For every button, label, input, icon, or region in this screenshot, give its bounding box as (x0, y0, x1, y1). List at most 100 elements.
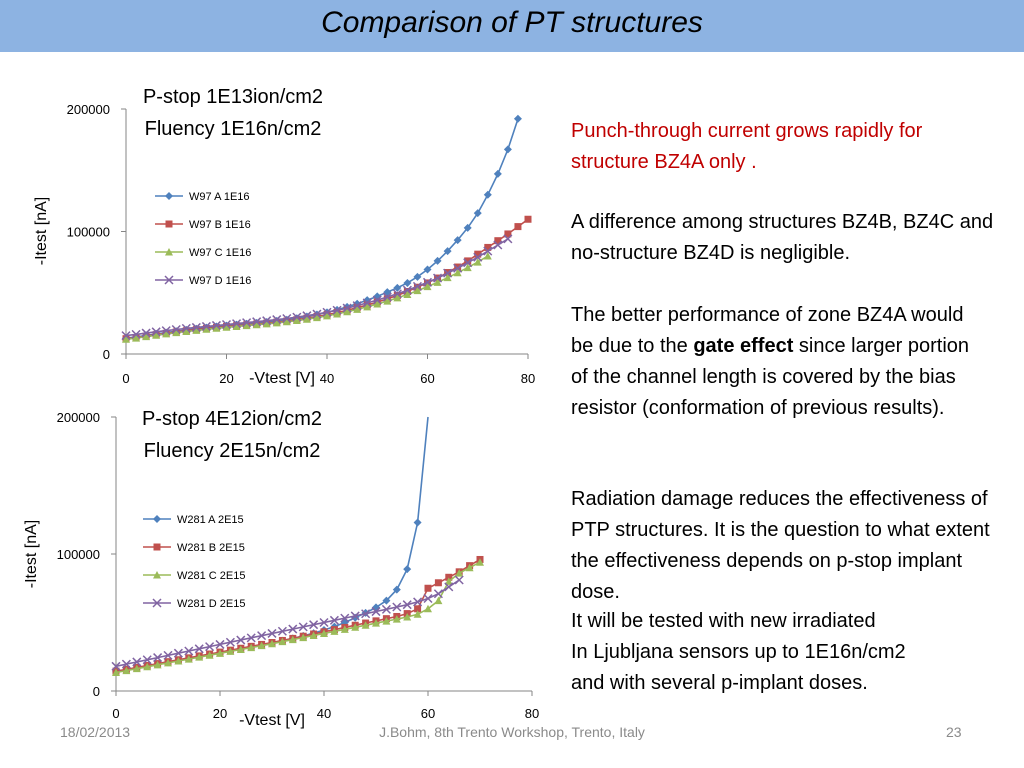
data-point (414, 605, 422, 613)
data-point (132, 334, 141, 342)
p3-text-b: since larger portion of the channel leng… (571, 335, 970, 419)
data-point (371, 607, 381, 617)
data-point (320, 629, 328, 637)
data-point (172, 328, 181, 337)
data-point (444, 582, 454, 592)
data-point (423, 282, 432, 291)
p3-text-a: The better performance of zone BZ4A woul… (571, 304, 964, 357)
data-point (524, 215, 532, 223)
footer-event: J.Bohm, 8th Trento Workshop, Trento, Ita… (379, 724, 645, 740)
data-point (277, 626, 287, 636)
series-line (125, 218, 529, 340)
data-point (215, 639, 225, 649)
data-point (413, 272, 422, 281)
data-point (514, 223, 522, 231)
data-point (476, 558, 484, 566)
data-point (262, 316, 272, 326)
data-point (221, 319, 232, 330)
data-point (195, 653, 204, 661)
data-point (433, 278, 442, 286)
data-point (373, 300, 382, 308)
paragraph-radiation-damage: Radiation damage reduces the effectivene… (571, 488, 990, 603)
data-point (402, 285, 412, 295)
data-point (141, 328, 151, 338)
data-point (363, 302, 372, 311)
data-point (473, 209, 482, 218)
data-point (343, 307, 352, 316)
data-point (131, 329, 141, 339)
y-axis-label: -Itest [nA] (33, 197, 50, 265)
data-point (247, 643, 256, 652)
data-point (372, 619, 380, 627)
data-point (453, 268, 462, 277)
data-point (413, 610, 422, 618)
data-point (434, 596, 443, 605)
data-point (252, 317, 262, 327)
data-point (222, 323, 231, 331)
data-point (423, 265, 432, 274)
data-point (503, 234, 513, 244)
chart-title: P-stop 1E13ion/cm2 (143, 86, 323, 108)
data-point (272, 315, 282, 325)
data-point (383, 297, 392, 305)
data-point (465, 563, 474, 572)
gate-effect-bold: gate effect (693, 335, 794, 357)
x-tick-label: 20 (213, 706, 227, 721)
data-point (473, 252, 483, 262)
slide-title: Comparison of PT structures (321, 6, 703, 39)
data-point (413, 518, 422, 527)
data-point (393, 293, 402, 302)
legend-label: W281 A 2E15 (177, 514, 244, 526)
data-point (121, 659, 131, 669)
x-axis-label: -Vtest [V] (239, 712, 305, 729)
line-ljubljana-sensors: In Ljubljana sensors up to 1E16n/cm2 (571, 641, 906, 663)
data-point (382, 617, 391, 625)
data-point (282, 313, 292, 324)
data-point (393, 283, 402, 292)
data-point (433, 589, 443, 599)
y-tick-label: 200000 (67, 102, 110, 117)
data-point (381, 604, 391, 614)
y-tick-label: 200000 (57, 410, 100, 425)
x-tick-label: 20 (219, 371, 233, 386)
series-line (125, 255, 489, 341)
data-point (412, 281, 422, 291)
data-point (483, 246, 493, 256)
data-point (473, 258, 482, 266)
footer-page-number: 23 (946, 724, 962, 740)
chart-title: Fluency 2E15n/cm2 (144, 440, 321, 462)
legend-marker (152, 598, 162, 608)
line-tested-irradiated: It will be tested with new irradiated (571, 610, 876, 632)
data-point (382, 292, 392, 302)
data-point (372, 295, 382, 305)
x-tick-label: 0 (122, 371, 129, 386)
data-point (392, 615, 401, 623)
data-point (232, 322, 241, 330)
y-tick-label: 0 (103, 347, 110, 362)
data-point (192, 326, 201, 334)
data-point (483, 190, 492, 199)
x-tick-label: 40 (320, 371, 334, 386)
data-point (403, 565, 412, 574)
data-point (151, 327, 161, 337)
data-point (143, 662, 152, 671)
data-point (413, 597, 423, 607)
data-point (312, 313, 321, 322)
data-point (403, 278, 412, 287)
data-point (463, 223, 472, 232)
data-point (403, 613, 412, 621)
data-point (433, 273, 443, 283)
data-point (353, 305, 362, 313)
data-point (332, 305, 342, 315)
data-point (236, 645, 245, 653)
legend-marker (165, 192, 173, 200)
series-line (125, 118, 519, 339)
paragraph-difference: A difference among structures BZ4B, BZ4C… (571, 211, 994, 264)
data-point (392, 289, 402, 299)
data-point (444, 577, 453, 585)
data-point (434, 579, 442, 587)
data-point (340, 625, 349, 633)
data-point (392, 585, 401, 594)
x-tick-label: 80 (525, 706, 539, 721)
data-point (403, 290, 412, 298)
